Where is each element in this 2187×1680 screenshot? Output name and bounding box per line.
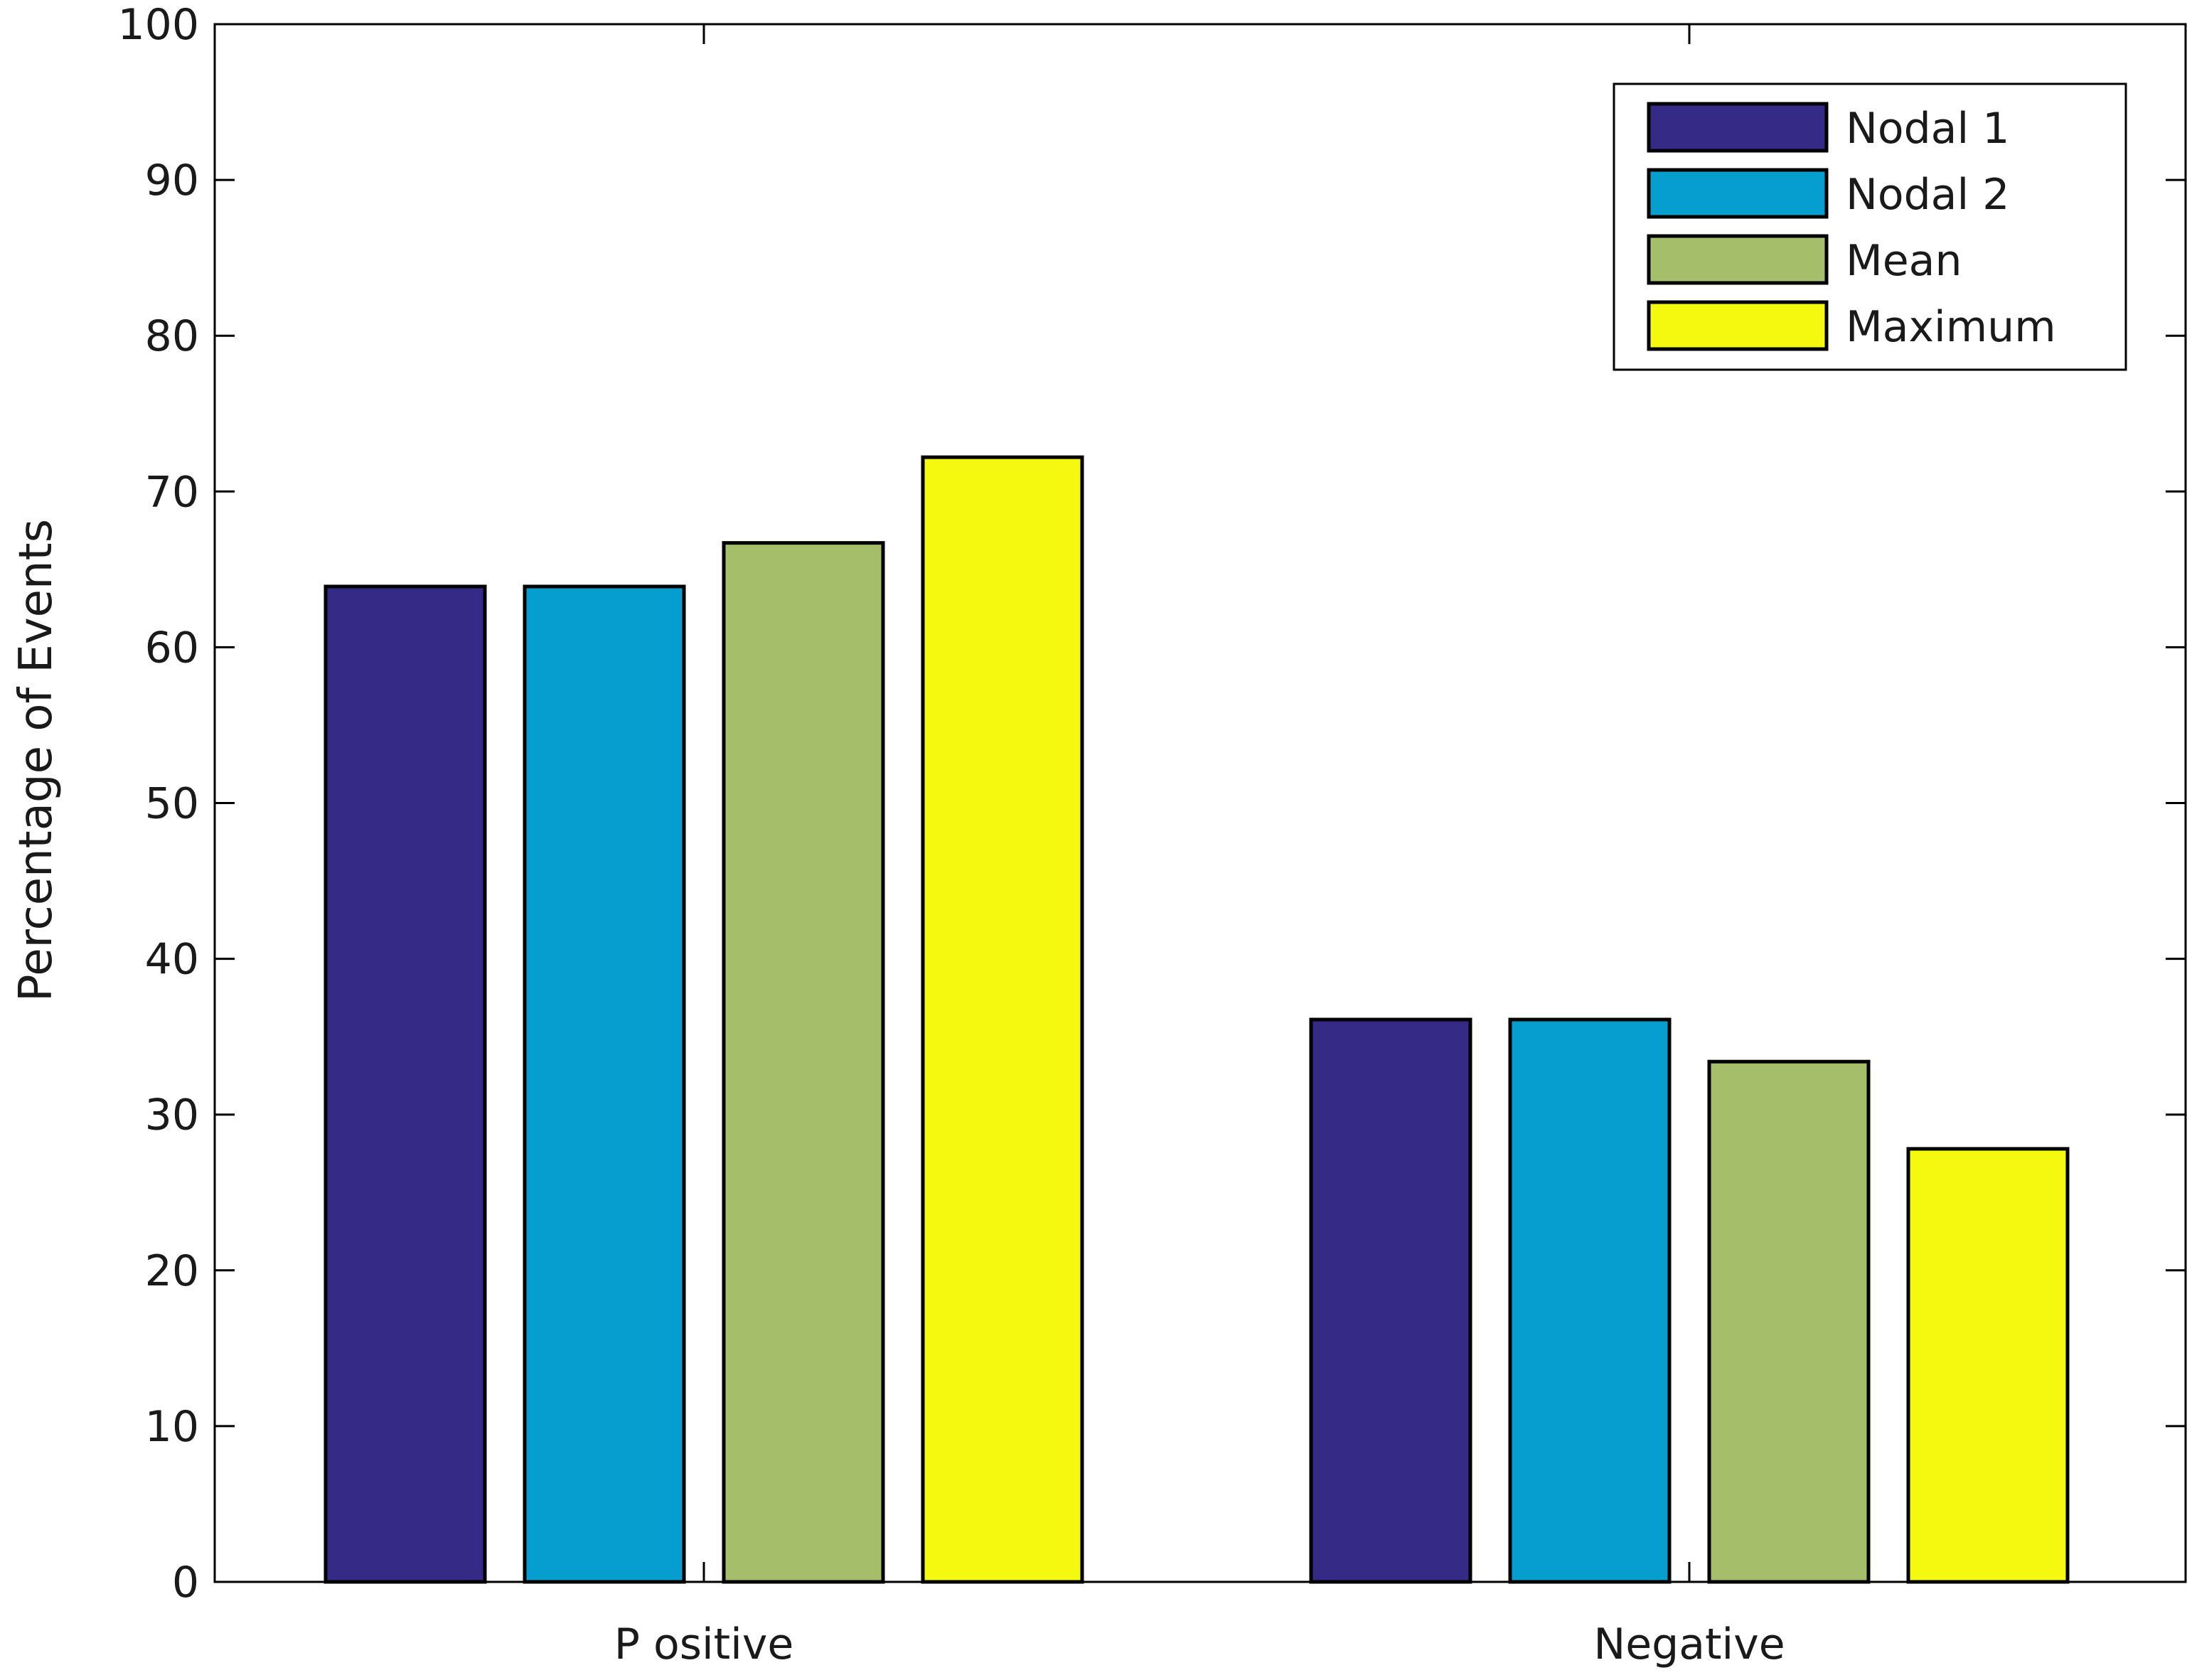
x-tick-label: Negative xyxy=(1593,1620,1785,1669)
y-tick-label: 80 xyxy=(145,311,199,361)
x-axis: P ositive Negative xyxy=(614,24,1785,1669)
y-axis-label: Percentage of Events xyxy=(10,519,63,1002)
legend-swatch xyxy=(1647,300,1829,351)
y-tick-label: 60 xyxy=(145,623,199,673)
bar xyxy=(523,584,686,1584)
y-axis: 0 10 20 30 40 50 60 70 80 90 100 xyxy=(117,0,2186,1607)
y-tick-label: 100 xyxy=(117,0,199,50)
y-tick-label: 90 xyxy=(145,156,199,205)
bar xyxy=(1508,1017,1672,1584)
legend-swatch xyxy=(1647,234,1829,285)
bar xyxy=(921,455,1084,1584)
bar xyxy=(1309,1017,1472,1584)
y-tick-label: 70 xyxy=(145,467,199,517)
legend-label: Maximum xyxy=(1846,302,2056,352)
y-tick-label: 50 xyxy=(145,779,199,829)
bar xyxy=(1707,1059,1871,1584)
y-tick-label: 30 xyxy=(145,1091,199,1140)
bar xyxy=(323,584,487,1584)
y-tick-label: 40 xyxy=(145,935,199,985)
x-tick-label: P ositive xyxy=(614,1620,794,1669)
legend-swatch xyxy=(1647,102,1829,153)
bar xyxy=(722,541,885,1584)
y-tick-label: 20 xyxy=(145,1246,199,1296)
y-tick-label: 10 xyxy=(145,1402,199,1452)
legend-swatch xyxy=(1647,168,1829,219)
y-tick-label: 0 xyxy=(172,1558,199,1607)
legend-label: Mean xyxy=(1846,236,1962,286)
bar xyxy=(1906,1147,2070,1584)
legend: Nodal 1 Nodal 2 Mean Maximum xyxy=(1613,82,2127,371)
legend-label: Nodal 1 xyxy=(1846,104,2009,154)
bars-group xyxy=(323,455,2070,1584)
legend-label: Nodal 2 xyxy=(1846,170,2009,220)
